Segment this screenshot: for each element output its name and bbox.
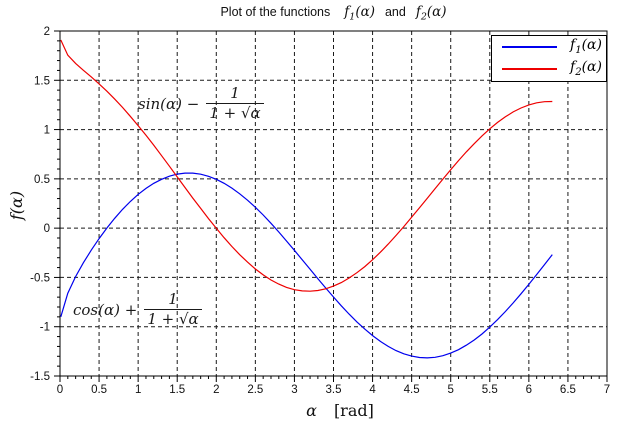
y-tick-label: 0.5 — [34, 174, 50, 186]
annotation-cos-lead: cos(α) + — [73, 301, 138, 320]
x-tick-label: 1.5 — [169, 384, 185, 396]
x-axis-symbol: α — [306, 401, 317, 420]
y-tick-label: -1.5 — [30, 371, 50, 383]
x-tick-label: 5.5 — [482, 384, 498, 396]
legend-label-f2: f2(α) — [570, 59, 602, 78]
x-tick-label: 4 — [369, 384, 376, 396]
x-tick-label: 0.5 — [91, 384, 107, 396]
sqrt-icon: √ — [240, 104, 251, 122]
chart-title-f1: f1(α) — [344, 4, 375, 23]
x-axis-unit: [rad] — [333, 401, 374, 420]
y-tick-label: 1 — [44, 125, 50, 137]
curve-f1 — [60, 172, 553, 359]
chart-title: Plot of the functions f1(α) and f2(α) — [60, 4, 607, 23]
chart-title-and: and — [384, 5, 406, 19]
sqrt-icon: √ — [178, 310, 189, 328]
x-tick-label: 5 — [448, 384, 454, 396]
legend-entry-f2: f2(α) — [492, 58, 606, 80]
x-tick-label: 0 — [57, 384, 63, 396]
x-tick-label: 3.5 — [326, 384, 342, 396]
annotation-cos-fraction: 1 1 + √α — [144, 292, 202, 328]
annotation-sin-lead: sin(α) − — [138, 95, 200, 114]
curve-f2 — [60, 39, 553, 292]
y-tick-label: -0.5 — [30, 272, 50, 284]
y-tick-label: 0 — [44, 223, 50, 235]
annotation-cos-formula: cos(α) + 1 1 + √α — [73, 292, 202, 328]
legend-label-f1: f1(α) — [570, 37, 602, 56]
x-tick-label: 3 — [291, 384, 297, 396]
x-axis-title: α [rad] — [60, 401, 620, 420]
legend-entry-f1: f1(α) — [492, 36, 606, 58]
annotation-sin-fraction: 1 1 + √α — [206, 86, 264, 122]
x-tick-label: 6 — [526, 384, 532, 396]
x-tick-label: 6.5 — [560, 384, 576, 396]
y-tick-label: 2 — [44, 26, 50, 38]
legend-line-f1 — [502, 46, 557, 48]
legend-line-f2 — [502, 68, 557, 70]
y-tick-label: 1.5 — [34, 75, 50, 87]
annotation-sin-formula: sin(α) − 1 1 + √α — [138, 86, 264, 122]
y-tick-label: -1 — [40, 322, 50, 334]
legend-box: f1(α) f2(α) — [491, 35, 607, 82]
chart-title-text: Plot of the functions — [220, 5, 331, 19]
x-tick-label: 2.5 — [247, 384, 263, 396]
x-tick-label: 7 — [604, 384, 610, 396]
y-axis-title: f(α) — [7, 190, 27, 221]
chart-title-f2: f2(α) — [415, 4, 447, 23]
x-tick-label: 4.5 — [404, 384, 420, 396]
x-tick-label: 2 — [213, 384, 219, 396]
x-tick-label: 1 — [135, 384, 141, 396]
